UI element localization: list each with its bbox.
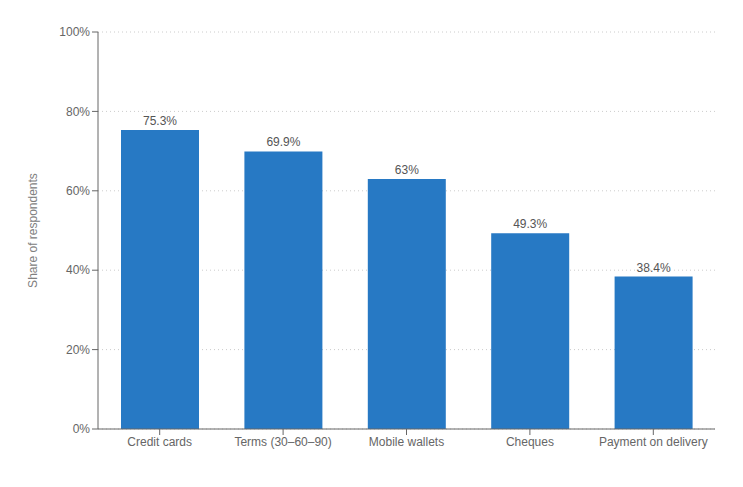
svg-text:60%: 60% [66,184,90,198]
svg-text:38.4%: 38.4% [637,261,671,275]
svg-text:0%: 0% [73,422,91,436]
svg-text:40%: 40% [66,263,90,277]
svg-text:75.3%: 75.3% [143,114,177,128]
svg-text:80%: 80% [66,105,90,119]
svg-text:20%: 20% [66,343,90,357]
svg-text:Cheques: Cheques [506,435,554,449]
svg-text:100%: 100% [59,25,90,39]
svg-text:Share of respondents: Share of respondents [26,173,40,288]
svg-text:49.3%: 49.3% [513,217,547,231]
svg-text:Payment on delivery: Payment on delivery [599,435,708,449]
svg-text:Credit cards: Credit cards [127,435,192,449]
svg-text:Terms (30–60–90): Terms (30–60–90) [234,435,331,449]
svg-text:63%: 63% [395,163,419,177]
svg-text:69.9%: 69.9% [266,135,300,149]
svg-text:Mobile wallets: Mobile wallets [369,435,444,449]
